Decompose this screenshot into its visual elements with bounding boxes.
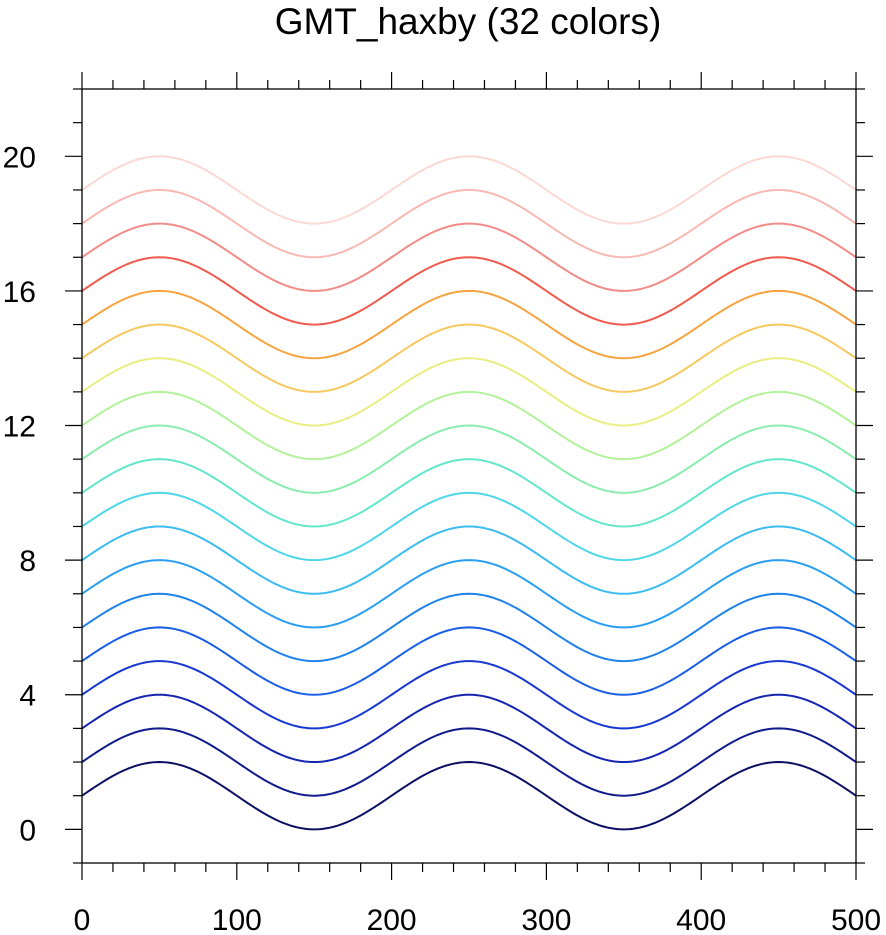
series-line-3: [81, 660, 857, 730]
series-line-6: [81, 559, 857, 629]
series-line-8: [81, 491, 857, 562]
series-line-14: [81, 289, 857, 360]
series-line-7: [81, 525, 857, 595]
plot-frame: [81, 88, 857, 864]
x-tick-label: 500: [831, 904, 881, 935]
series-line-11: [81, 390, 857, 461]
series-line-4: [81, 626, 857, 696]
axis-ticks: [65, 72, 873, 880]
series-line-18: [81, 155, 857, 225]
series-line-15: [81, 256, 857, 326]
series-line-17: [81, 188, 857, 259]
tick-labels: 0 100 200 300 400 500 0 4 8 12 16 20: [3, 141, 881, 935]
series-line-5: [81, 592, 857, 663]
chart-title: GMT_haxby (32 colors): [275, 1, 662, 42]
x-tick-label: 100: [212, 904, 262, 935]
y-tick-label: 0: [19, 814, 36, 847]
series-line-13: [81, 323, 857, 393]
series-line-9: [81, 458, 857, 528]
series-line-2: [81, 693, 857, 764]
y-tick-label: 16: [3, 276, 36, 309]
y-tick-label: 8: [19, 545, 36, 578]
series-line-10: [81, 424, 857, 494]
series-line-16: [81, 222, 857, 292]
x-tick-label: 200: [367, 904, 417, 935]
y-tick-label: 20: [3, 141, 36, 174]
x-tick-label: 400: [676, 904, 726, 935]
series-line-1: [81, 727, 857, 797]
series-line-12: [81, 357, 857, 427]
y-tick-label: 4: [19, 680, 36, 713]
series-line-0: [81, 761, 857, 831]
x-tick-label: 300: [521, 904, 571, 935]
x-tick-label: 0: [74, 904, 91, 935]
series-lines: [81, 155, 857, 831]
y-tick-label: 12: [3, 411, 36, 444]
